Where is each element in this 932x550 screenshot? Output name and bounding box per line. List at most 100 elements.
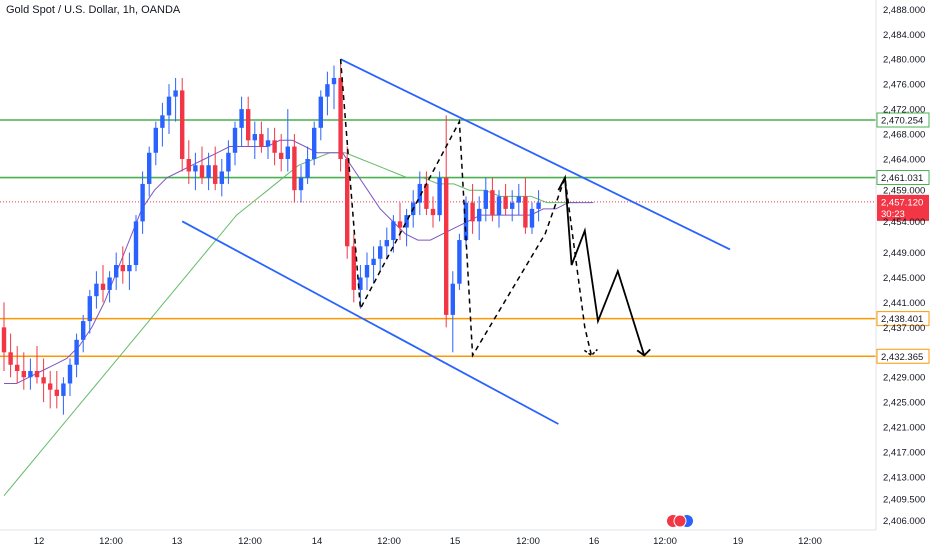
candle (186, 140, 191, 184)
y-tick-label: 2,413.000 (883, 473, 925, 484)
candle-body (364, 265, 370, 278)
projection-dashed-arrowhead (583, 348, 598, 357)
candle-body (483, 190, 488, 209)
candle-body (371, 258, 376, 265)
candle (213, 146, 218, 191)
candle-body (87, 296, 92, 322)
candle-body (345, 159, 350, 247)
candle (54, 371, 59, 409)
candle-body (127, 265, 132, 272)
candle-body (15, 364, 20, 371)
candles (1, 59, 541, 415)
projection-dashed-path (339, 59, 593, 358)
level-label: 2,432.365 (881, 352, 923, 363)
channel-upper-line (340, 58, 731, 251)
candle (529, 202, 535, 234)
candle (430, 196, 436, 228)
candle-body (331, 77, 337, 85)
candle (510, 190, 515, 222)
candle (536, 190, 541, 222)
candle-body (510, 202, 515, 209)
x-tick-label: 12:00 (377, 536, 401, 547)
candle-body (312, 127, 317, 159)
candle-body (133, 221, 139, 265)
candle-body (28, 371, 33, 378)
x-tick-label: 12:00 (99, 536, 123, 547)
candle-body (358, 277, 363, 290)
candle (173, 77, 178, 122)
candle-body (252, 134, 257, 141)
candle (127, 252, 132, 290)
candle-body (219, 171, 224, 184)
candle-body (213, 165, 218, 184)
candle (312, 121, 317, 166)
candle-body (292, 146, 297, 191)
candle (503, 183, 508, 216)
projection-solid-path (557, 174, 646, 356)
candle (100, 265, 106, 303)
candle-body (34, 371, 40, 378)
candle (8, 333, 13, 378)
candle-body (424, 183, 429, 209)
y-tick-label: 2,429.000 (883, 373, 925, 384)
candle (41, 358, 46, 403)
candle (81, 314, 86, 353)
candle (48, 371, 53, 409)
candle (219, 159, 224, 197)
candle-body (193, 165, 198, 172)
candle (279, 134, 284, 172)
level-label: 2,461.031 (881, 173, 923, 184)
candle (147, 146, 152, 197)
candle (239, 96, 244, 147)
y-tick-label: 2,417.000 (883, 448, 925, 459)
y-tick-label: 2,468.000 (883, 130, 925, 141)
candle-body (100, 283, 106, 290)
candle-body (239, 109, 244, 128)
candle-body (325, 84, 330, 97)
candle-body (516, 196, 521, 203)
candle-body (503, 196, 508, 209)
candle-body (140, 183, 145, 222)
candle-body (417, 183, 422, 203)
event-flag-circle (673, 514, 687, 528)
candle-body (285, 146, 290, 159)
candle-body (246, 109, 251, 141)
candle (338, 59, 343, 172)
y-tick-label: 2,441.000 (883, 298, 925, 309)
candle (490, 177, 495, 222)
candle-body (529, 208, 535, 228)
candle (477, 196, 482, 241)
y-tick-label: 2,464.000 (883, 155, 925, 166)
candle (166, 84, 172, 135)
moving-averages (3, 139, 594, 497)
candle-body (67, 364, 73, 384)
drawings (181, 58, 731, 425)
candle (15, 346, 20, 384)
candle (457, 233, 462, 290)
y-tick-label: 2,484.000 (883, 30, 925, 41)
candle (120, 246, 125, 284)
y-tick-label: 2,472.000 (883, 105, 925, 116)
candle-body (496, 196, 502, 216)
x-tick-label: 19 (733, 536, 744, 547)
y-tick-label: 2,437.000 (883, 323, 925, 334)
candle (34, 346, 40, 384)
y-tick-label: 2,449.000 (883, 248, 925, 259)
candle (516, 183, 521, 216)
y-tick-label: 2,425.000 (883, 398, 925, 409)
candle-body (259, 134, 264, 147)
candle (252, 121, 257, 159)
candle-body (147, 152, 152, 184)
candle (259, 121, 264, 153)
candle-body (430, 208, 436, 216)
candle (246, 96, 251, 147)
candle-body (265, 140, 271, 147)
candle-body (351, 246, 356, 290)
candle (358, 265, 363, 309)
candle (74, 333, 79, 378)
candle (21, 352, 26, 390)
candle (391, 215, 396, 253)
candle-body (463, 202, 469, 241)
